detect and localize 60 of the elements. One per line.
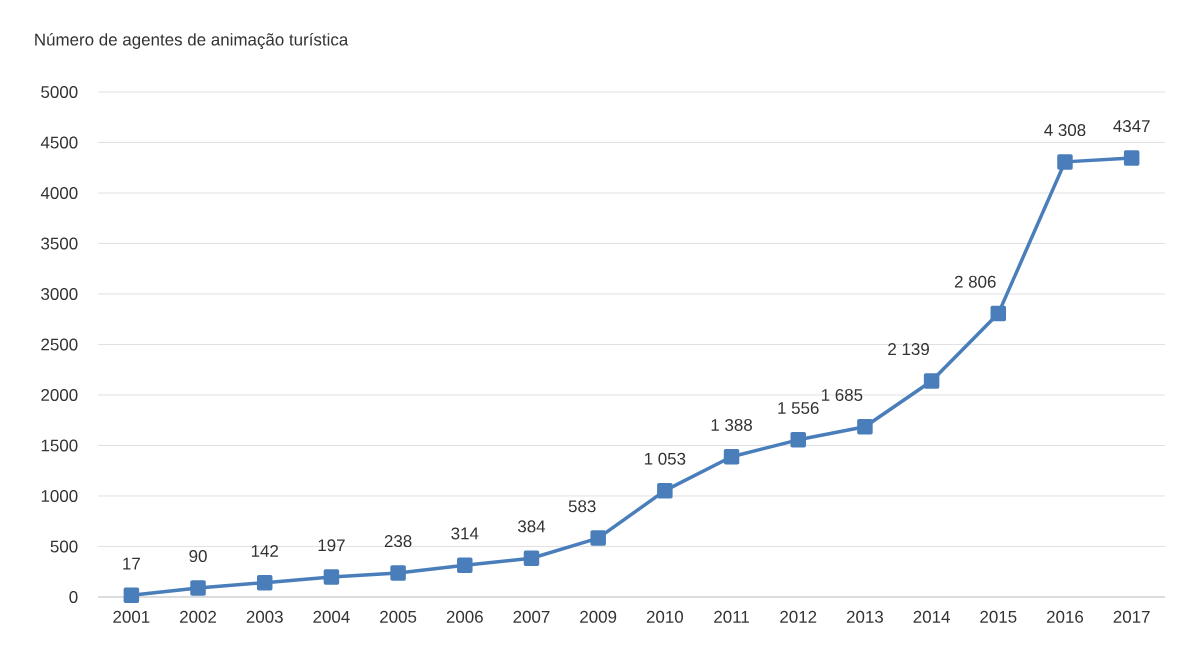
point <box>723 449 740 465</box>
y-tick-label: 4500 <box>40 136 78 149</box>
data-label: 2 806 <box>954 275 996 288</box>
point <box>590 530 606 546</box>
data-label: 90 <box>189 550 207 563</box>
x-tick-label: 2006 <box>446 610 483 623</box>
point <box>923 373 940 389</box>
data-label: 314 <box>451 527 479 540</box>
x-tick-label: 2011 <box>714 610 749 623</box>
x-tick-label: 2016 <box>1047 610 1084 623</box>
point <box>857 419 873 435</box>
data-label: 1 388 <box>711 418 752 431</box>
point <box>190 580 206 596</box>
y-tick-label: 2000 <box>41 388 78 401</box>
point <box>323 569 340 585</box>
data-label: 238 <box>384 535 412 548</box>
x-tick-label: 2009 <box>580 610 617 623</box>
data-label: 1 053 <box>644 452 686 465</box>
y-tick-label: 4000 <box>40 186 78 199</box>
y-tick-label: 0 <box>69 590 78 603</box>
point <box>657 482 673 499</box>
x-tick-label: 2017 <box>1113 610 1150 623</box>
data-label: 2 139 <box>888 343 929 356</box>
chart-title: Número de agentes de animação turística <box>35 32 349 50</box>
y-tick-label: 1000 <box>41 489 78 502</box>
data-label: 1 685 <box>821 388 863 401</box>
point <box>990 305 1007 322</box>
point <box>457 557 473 574</box>
point <box>790 432 806 448</box>
data-label: 4 308 <box>1044 124 1086 137</box>
x-tick-label: 2013 <box>846 610 883 623</box>
point <box>1123 150 1140 166</box>
x-tick-label: 2002 <box>180 610 217 623</box>
point <box>123 587 140 604</box>
data-label: 583 <box>568 500 596 513</box>
data-label: 4347 <box>1113 120 1150 133</box>
point <box>523 550 540 566</box>
x-tick-label: 2010 <box>646 610 684 623</box>
x-tick-label: 2004 <box>313 610 350 623</box>
data-label: 17 <box>123 557 140 570</box>
point <box>256 574 273 591</box>
data-label: 197 <box>318 539 345 552</box>
data-label: 1 556 <box>778 401 819 414</box>
x-tick-label: 2003 <box>246 610 283 623</box>
x-tick-label: 2015 <box>980 610 1017 623</box>
x-tick-label: 2014 <box>913 610 950 623</box>
x-tick-label: 2001 <box>113 610 150 623</box>
point <box>390 565 406 581</box>
y-tick-label: 5000 <box>41 85 78 98</box>
y-tick-label: 3000 <box>41 287 78 300</box>
data-label: 384 <box>517 520 546 533</box>
data-label: 142 <box>251 544 278 557</box>
x-tick-label: 2012 <box>780 610 817 623</box>
point <box>1057 154 1073 170</box>
y-tick-label: 2500 <box>41 338 78 351</box>
y-tick-label: 1500 <box>41 439 78 452</box>
x-tick-label: 2005 <box>380 610 417 623</box>
y-tick-label: 500 <box>50 540 78 553</box>
y-tick-label: 3500 <box>41 237 78 250</box>
x-tick-label: 2007 <box>513 610 550 623</box>
